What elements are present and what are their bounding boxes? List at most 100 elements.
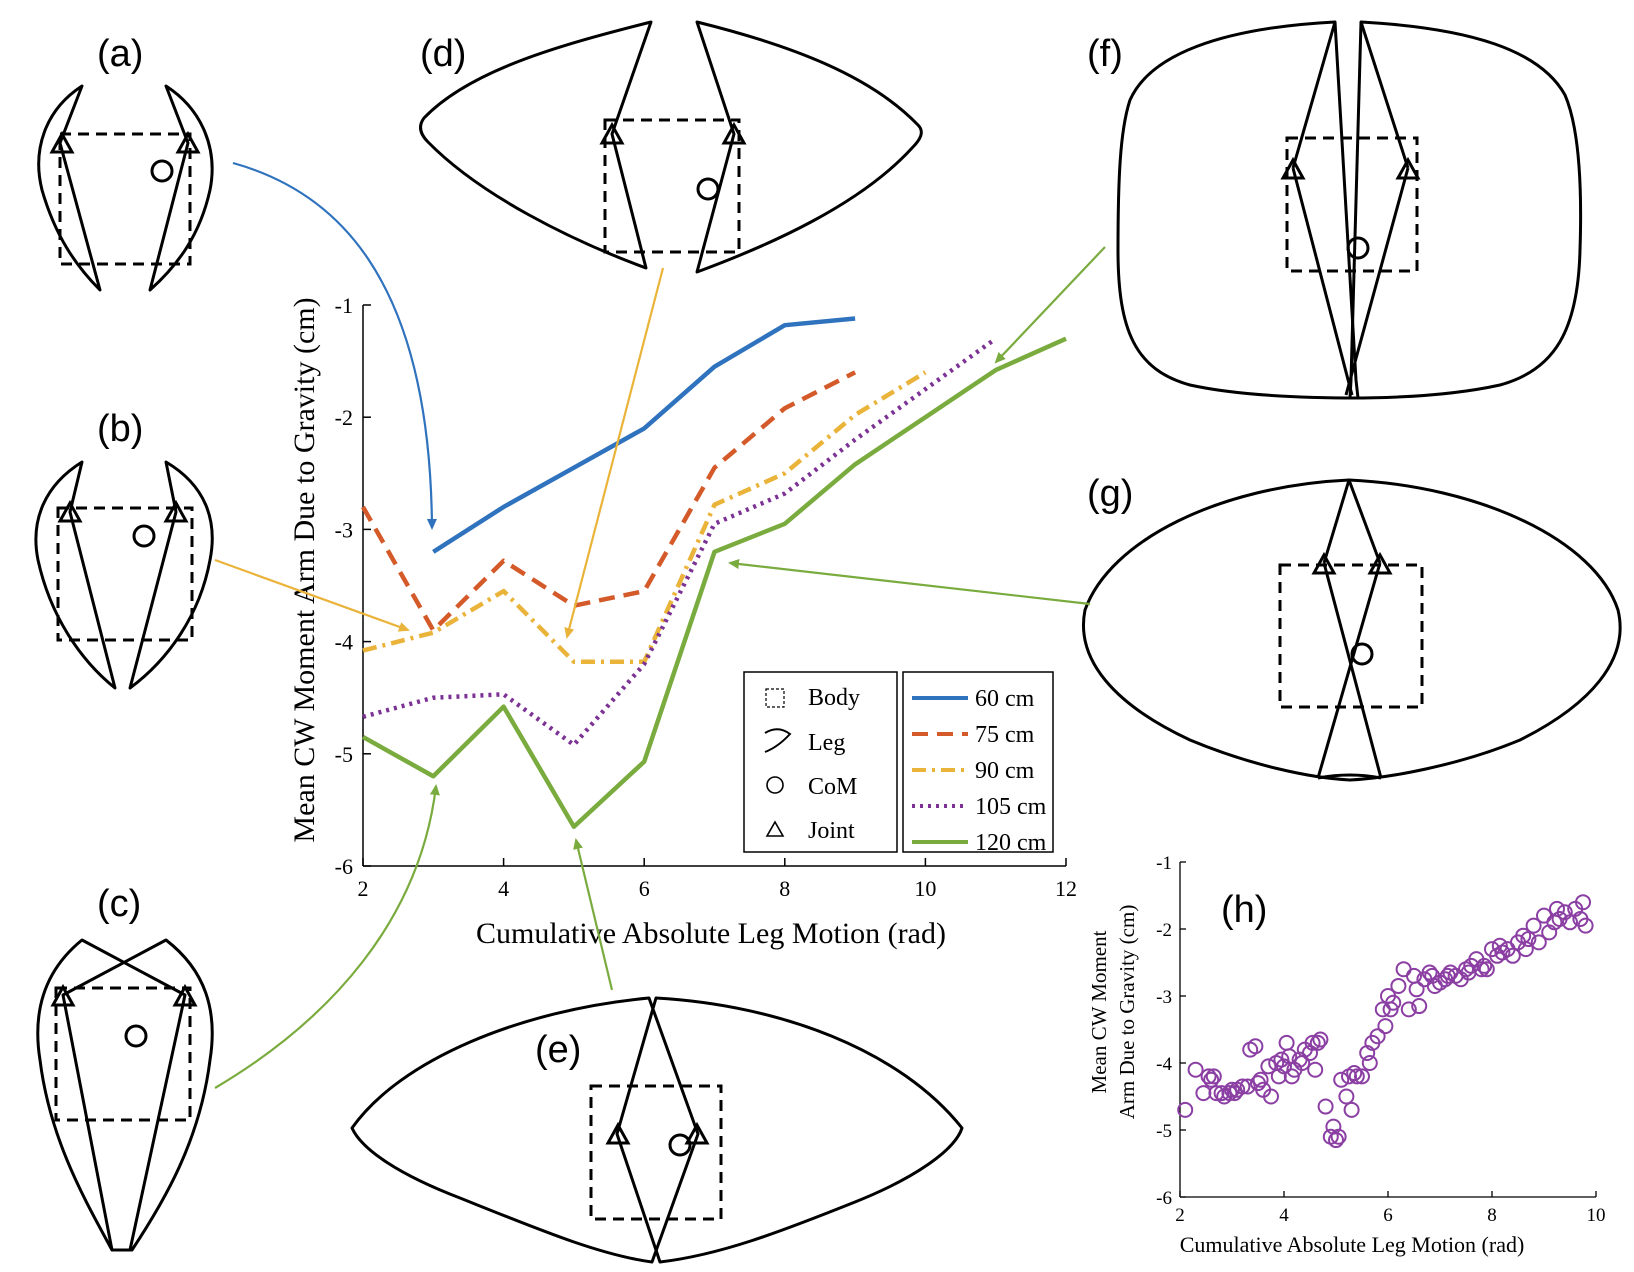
scatter-point: [1562, 914, 1578, 931]
legend-body-label: Body: [808, 685, 860, 711]
main-plot-area: 2 4 6 8 10 12 -1 -2 -3 -4 -5 -6: [335, 293, 1077, 901]
scatter-point: [1338, 1088, 1355, 1105]
inset-y-tick-label: -6: [1156, 1188, 1172, 1209]
scatter-point: [1361, 1055, 1378, 1071]
inset-plot-area: 2 4 6 8 10 -1 -2 -3 -4 -5 -6: [1156, 853, 1605, 1226]
scatter-point: [1312, 1031, 1329, 1048]
scatter-point: [1504, 947, 1521, 964]
inset-chart-h: 2 4 6 8 10 -1 -2 -3 -4 -5 -6 Cumulative Absolute L…: [1087, 853, 1606, 1257]
series-line-60-cm: [432, 316, 856, 554]
scatter-point: [1385, 994, 1402, 1011]
inset-y-tick-label: -2: [1156, 920, 1172, 941]
scatter-point: [1317, 1098, 1334, 1115]
panel-label-h: (h): [1221, 889, 1267, 931]
scatter-point: [1517, 941, 1534, 958]
series-line-120-cm: [361, 336, 1067, 829]
arrow-f-to-120cm: [994, 246, 1106, 364]
scatter-point: [1187, 1061, 1204, 1078]
scatter-point: [1382, 1001, 1399, 1018]
schematic-c: (c): [36, 883, 214, 1252]
scatter-point: [1224, 1081, 1240, 1098]
scatter-point: [1491, 937, 1508, 954]
main-y-tick-label: -2: [335, 405, 353, 430]
legend-symbols: Body Leg CoM Joint: [743, 671, 898, 853]
scatter-point: [1377, 1018, 1394, 1035]
inset-y-tick-label: -3: [1156, 987, 1172, 1008]
inset-x-tick-label: 4: [1279, 1205, 1289, 1226]
legend-series: 60 cm 75 cm 90 cm 105 cm 120 cm: [902, 671, 1054, 856]
scatter-point: [1478, 961, 1495, 978]
scatter-point: [1577, 917, 1594, 934]
scatter-point: [1281, 1048, 1298, 1065]
inset-x-tick-label: 6: [1383, 1205, 1393, 1226]
legend-joint-label: Joint: [808, 818, 855, 844]
arrow-e-to-120cm: [573, 838, 614, 991]
legend-leg-label: Leg: [808, 730, 845, 756]
main-y-tick-label: -5: [335, 742, 353, 767]
scatter-point: [1309, 1034, 1326, 1051]
arrow-g-to-120cm: [728, 559, 1091, 606]
main-series-group: [361, 316, 1067, 829]
schematic-b: (b): [34, 408, 214, 690]
scatter-point: [1525, 917, 1542, 934]
main-x-tick-label: 2: [358, 876, 369, 901]
legend-com-icon: [766, 776, 784, 794]
main-x-tick-label: 10: [914, 876, 936, 901]
inset-y-tick-label: -5: [1156, 1121, 1172, 1142]
scatter-point: [1348, 1068, 1365, 1085]
scatter-point: [1328, 1132, 1344, 1149]
scatter-point: [1263, 1088, 1279, 1105]
scatter-point: [1330, 1128, 1347, 1145]
scatter-point: [1549, 900, 1565, 917]
scatter-point: [1421, 964, 1438, 981]
inset-x-tick-label: 10: [1587, 1205, 1606, 1226]
scatter-point: [1395, 961, 1412, 978]
scatter-point: [1205, 1068, 1222, 1085]
scatter-point: [1400, 1001, 1417, 1018]
inset-y-tick-label: -1: [1156, 853, 1172, 874]
main-y-tick-label: -4: [335, 630, 353, 655]
inset-y-axis-label-line1: Mean CW Moment: [1087, 930, 1111, 1093]
scatter-point: [1307, 1061, 1324, 1078]
schematic-e: (e): [350, 996, 964, 1264]
arrow-a-to-60cm: [232, 161, 437, 530]
legend-label-75-cm: 75 cm: [975, 722, 1035, 748]
main-y-tick-label: -3: [335, 517, 353, 542]
scatter-point: [1343, 1101, 1360, 1118]
scatter-point: [1195, 1085, 1212, 1102]
panel-label-c: (c): [97, 883, 141, 925]
scatter-point: [1346, 1065, 1363, 1082]
scatter-point: [1408, 981, 1425, 998]
panel-label-g: (g): [1087, 473, 1133, 515]
scatter-point: [1273, 1051, 1290, 1068]
scatter-point: [1411, 998, 1428, 1015]
main-chart: 2 4 6 8 10 12 -1 -2 -3 -4 -5 -6 Cumulative Absolute…: [288, 293, 1077, 950]
inset-x-tick-label: 2: [1175, 1205, 1185, 1226]
legend-label-120-cm: 120 cm: [975, 830, 1047, 856]
panel-label-a: (a): [97, 33, 143, 75]
main-y-tick-label: -6: [335, 854, 353, 879]
scatter-point: [1575, 894, 1591, 911]
scatter-point: [1247, 1038, 1264, 1055]
schematic-g: (g): [1082, 473, 1622, 782]
schematic-a: (a): [37, 33, 214, 292]
legend-body-icon: [765, 688, 785, 708]
inset-points-group: [1177, 894, 1594, 1149]
scatter-point: [1520, 931, 1537, 948]
arrow-d-to-90cm: [564, 267, 665, 639]
legend-label-60-cm: 60 cm: [975, 686, 1035, 712]
main-x-tick-label: 6: [639, 876, 650, 901]
scatter-point: [1302, 1044, 1318, 1061]
inset-y-tick-label: -4: [1156, 1054, 1172, 1075]
arrow-b-to-90cm: [214, 558, 410, 632]
scatter-point: [1260, 1058, 1277, 1075]
panel-label-e: (e): [535, 1029, 581, 1071]
legend-joint-icon: [765, 820, 785, 837]
scatter-point: [1200, 1068, 1217, 1085]
scatter-point: [1252, 1071, 1269, 1088]
scatter-point: [1476, 957, 1493, 974]
main-x-tick-label: 12: [1055, 876, 1077, 901]
scatter-point: [1221, 1085, 1238, 1102]
scatter-point: [1278, 1034, 1295, 1051]
